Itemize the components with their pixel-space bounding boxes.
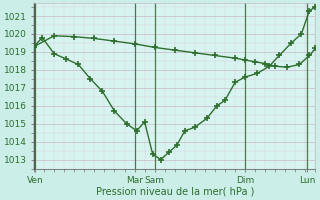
X-axis label: Pression niveau de la mer( hPa ): Pression niveau de la mer( hPa ) [96,187,254,197]
